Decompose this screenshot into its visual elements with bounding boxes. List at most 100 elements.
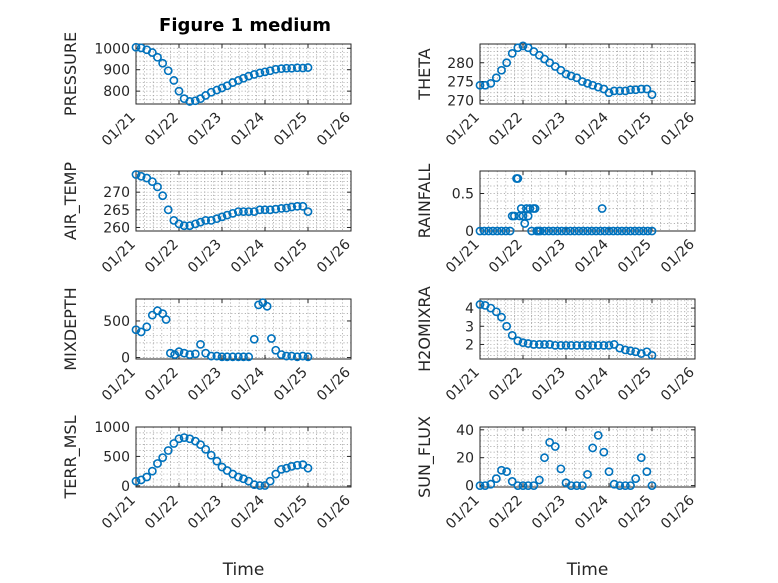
- air_temp-ytick-label: 265: [103, 203, 130, 219]
- sun_flux-data-point: [529, 481, 539, 491]
- sun_flux-data-point: [534, 475, 544, 485]
- mixdepth-data-point: [217, 352, 227, 362]
- terr_msl-data-point: [131, 476, 141, 486]
- pressure-data-point: [249, 70, 259, 79]
- mixdepth-data-point: [228, 352, 238, 362]
- mixdepth-data-point: [142, 322, 152, 332]
- sun_flux-data-point: [491, 474, 501, 484]
- terr_msl-data-point: [142, 472, 152, 482]
- theta-data-point: [588, 80, 598, 90]
- rainfall-data-point: [621, 226, 631, 236]
- sun_flux-data-point: [523, 481, 533, 491]
- air_temp-data-point: [303, 207, 313, 216]
- rainfall-data-point: [608, 226, 618, 236]
- terr_msl-data-point: [179, 433, 189, 442]
- mixdepth-ytick-label: 500: [103, 314, 130, 330]
- sun_flux-data-point: [502, 467, 512, 477]
- mixdepth-data-point: [276, 350, 286, 360]
- air_temp-data-point: [131, 170, 141, 179]
- air_temp-data-point: [292, 201, 302, 211]
- air_temp-data-point: [260, 205, 270, 215]
- terr_msl-data-point: [303, 463, 313, 473]
- theta-data-point: [502, 58, 512, 68]
- air_temp-data-point: [201, 216, 211, 225]
- pressure-data-point: [271, 64, 281, 74]
- pressure-data-point: [158, 58, 168, 68]
- theta-plot-area: [480, 44, 695, 104]
- rainfall-data-point: [570, 226, 579, 236]
- figure-title: Figure 1 medium: [159, 15, 331, 36]
- rainfall-plot-area: [480, 171, 695, 231]
- rainfall-data-point: [484, 226, 493, 236]
- air_temp-data-point: [147, 177, 157, 186]
- air_temp-data-point: [222, 210, 232, 220]
- h2omixra-data-point: [534, 340, 544, 349]
- sun_flux-data-point: [518, 481, 528, 491]
- mixdepth-data-point: [196, 339, 205, 349]
- terr_msl-data-point: [271, 469, 281, 479]
- rainfall-data-point: [557, 226, 567, 236]
- h2omixra-data-point: [604, 340, 614, 350]
- rainfall-data-point: [510, 211, 519, 221]
- terr_msl-data-point: [212, 456, 222, 466]
- theta-ytick-label: 275: [447, 75, 474, 91]
- mixdepth-data-point: [292, 352, 302, 362]
- air_temp-data-point: [185, 221, 195, 231]
- theta-data-point: [631, 85, 641, 95]
- mixdepth-data-point: [147, 310, 157, 320]
- mixdepth-data-point: [136, 327, 146, 337]
- air_temp-data-point: [239, 207, 248, 216]
- mixdepth-data-point: [212, 351, 222, 361]
- theta-data-point: [577, 77, 587, 86]
- air_temp-plot-area: [136, 171, 351, 231]
- h2omixra-ytick-label: 4: [465, 301, 474, 317]
- terr_msl-data-point: [158, 453, 168, 462]
- mixdepth-data-point: [165, 348, 175, 358]
- sun_flux-ytick-label: 20: [456, 451, 474, 467]
- sun_flux-ylabel: SUN_FLUX: [415, 416, 435, 498]
- terr_msl-data-point: [206, 450, 216, 460]
- terr_msl-ytick-label: 0: [121, 479, 130, 495]
- air_temp-data-point: [196, 217, 205, 227]
- h2omixra-data-point: [620, 345, 630, 355]
- mixdepth-data-point: [185, 350, 195, 360]
- air_temp-data-point: [136, 171, 146, 181]
- mixdepth-data-point: [131, 325, 141, 335]
- theta-data-point: [518, 41, 528, 51]
- mixdepth-data-point: [239, 352, 248, 362]
- mixdepth-ytick-label: 0: [121, 351, 130, 367]
- rainfall-data-point: [578, 226, 588, 236]
- h2omixra-data-point: [497, 312, 506, 322]
- rainfall-data-point: [647, 226, 657, 236]
- mixdepth-data-point: [174, 347, 184, 357]
- rainfall-data-point: [600, 226, 610, 236]
- sun_flux-data-point: [583, 470, 592, 479]
- rainfall-data-point: [574, 226, 584, 236]
- theta-data-point: [626, 85, 635, 95]
- h2omixra-data-point: [491, 307, 501, 317]
- theta-data-point: [497, 65, 506, 75]
- rainfall-data-point: [604, 226, 614, 236]
- mixdepth-data-point: [287, 351, 297, 361]
- h2omixra-data-point: [556, 340, 566, 350]
- sun_flux-data-point: [550, 442, 560, 451]
- pressure-data-point: [287, 63, 297, 73]
- mixdepth-data-point: [249, 334, 259, 344]
- pressure-data-point: [303, 63, 313, 72]
- pressure-data-point: [276, 64, 286, 74]
- sun_flux-plot-area: [480, 427, 695, 487]
- pressure-data-point: [190, 96, 200, 106]
- h2omixra-data-point: [529, 340, 539, 349]
- theta-ytick-label: 280: [447, 56, 474, 72]
- air_temp-data-point: [163, 205, 173, 215]
- pressure-data-point: [228, 78, 238, 87]
- mixdepth-data-point: [262, 301, 272, 311]
- sun_flux-data-point: [615, 481, 625, 491]
- sun_flux-data-point: [593, 430, 603, 440]
- terr_msl-data-point: [147, 466, 157, 476]
- theta-data-point: [507, 48, 517, 58]
- h2omixra-data-point: [647, 350, 657, 360]
- terr_msl-data-point: [239, 474, 248, 484]
- rainfall-data-point: [540, 226, 549, 236]
- pressure-data-point: [217, 83, 227, 93]
